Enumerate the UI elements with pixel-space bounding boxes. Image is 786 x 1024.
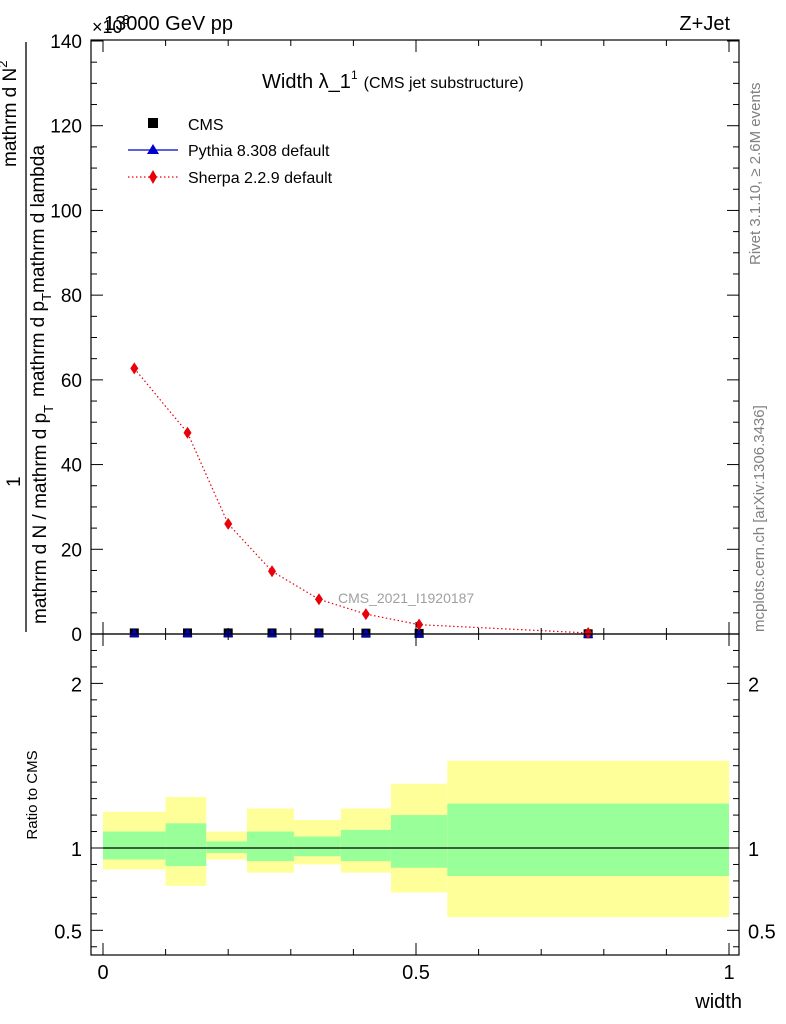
legend: CMS Pythia 8.308 default Sherpa 2.2.9 de… (128, 117, 333, 187)
rivet-label: Rivet 3.1.10, ≥ 2.6M events (747, 83, 764, 266)
main-y-tick-label: 20 (61, 540, 82, 561)
ratio-inner-band (165, 823, 207, 867)
pythia-data-point (267, 627, 278, 637)
main-title-text: Width λ_1 (262, 71, 351, 93)
main-y-tick-label: 140 (50, 32, 82, 53)
main-y-tick-label: 100 (50, 201, 82, 222)
ratio-y-ticks: 0.5 0.5 1 1 2 2 (54, 649, 776, 948)
y-exponent: ×103 (92, 12, 130, 37)
x-tick-label: 1 (723, 962, 734, 984)
pythia-data-point (360, 628, 371, 638)
ratio-y-tick-label: 0.5 (54, 921, 82, 943)
sherpa-data-point (361, 608, 370, 621)
watermark: CMS_2021_I1920187 (338, 590, 474, 606)
sherpa-data-point (415, 618, 424, 631)
sherpa-data-point (584, 626, 593, 639)
ratio-y-tick-label-right: 0.5 (748, 921, 776, 943)
main-y-ticks: 0 20 40 60 80 100 120 140 (50, 32, 739, 646)
pythia-data-point (182, 627, 193, 637)
legend-label-sherpa: Sherpa 2.2.9 default (188, 170, 333, 187)
main-y-tick-label: 0 (71, 625, 82, 646)
x-tick-label: 0.5 (402, 962, 430, 984)
main-y-tick-label: 60 (61, 371, 82, 392)
ratio-inner-band (390, 815, 448, 868)
header-left: 13000 GeV pp (104, 13, 233, 35)
y-label-inner-denominator-text: mathrm d p (28, 301, 49, 397)
y-label-inner-denominator: mathrm d pTmathrm d lambda (28, 145, 54, 397)
y-label-inner-denominator-tail: mathrm d lambda (28, 145, 49, 293)
ratio-y-tick-label: 1 (71, 839, 82, 861)
ratio-panel: 0.5 0.51 12 2 0 0.5 1 Ratio to CMS width (24, 633, 776, 1013)
y-label-inner-numerator-text: mathrm d N (0, 68, 21, 167)
pythia-data-point (129, 627, 140, 637)
y-label-inner-numerator: mathrm d N2 (0, 61, 21, 167)
main-title-sub: (CMS jet substructure) (364, 75, 524, 92)
y-label-inner-numerator-sup: 2 (0, 61, 10, 68)
legend-label-pythia: Pythia 8.308 default (188, 143, 330, 160)
legend-square-marker (148, 118, 158, 128)
ratio-inner-band (246, 831, 294, 862)
ratio-y-label: Ratio to CMS (24, 750, 41, 839)
ratio-plot-area (103, 760, 729, 918)
header-right: Z+Jet (679, 13, 730, 35)
main-x-ticks (102, 40, 730, 634)
ratio-x-ticks: 0 0.5 1 (97, 634, 735, 984)
mcplots-label: mcplots.cern.ch [arXiv:1306.3436] (751, 405, 768, 632)
main-y-tick-label: 80 (61, 286, 82, 307)
pythia-data-point (313, 627, 324, 637)
main-panel: 0 20 40 60 80 100 120 140 CMS_2021_I1920187 Wid… (0, 32, 740, 646)
main-title-sup: 1 (351, 68, 358, 82)
y-label-inner-denominator-sub: T (39, 293, 54, 301)
main-y-label: 1 mathrm d N / mathrm d pT mathrm d N2 m… (0, 42, 56, 632)
y-label-denominator: mathrm d N / mathrm d pT (30, 405, 56, 624)
y-label-numerator: 1 (4, 476, 25, 487)
pythia-data-point (414, 628, 425, 638)
y-label-denominator-sub: T (41, 405, 56, 413)
main-y-tick-label: 120 (50, 117, 82, 138)
legend-triangle-marker (147, 144, 159, 154)
ratio-frame (90, 633, 740, 956)
ratio-y-tick-label-right: 1 (748, 839, 759, 861)
main-title: Width λ_11 (CMS jet substructure) (262, 68, 524, 93)
sherpa-data-point (224, 517, 233, 530)
ratio-y-tick-label: 2 (71, 674, 82, 696)
x-axis-label: width (694, 991, 742, 1013)
legend-item-sherpa: Sherpa 2.2.9 default (128, 170, 333, 187)
y-exponent-base: ×10 (92, 17, 123, 37)
y-label-denominator-text: mathrm d N / mathrm d p (30, 413, 51, 624)
legend-item-pythia: Pythia 8.308 default (128, 143, 330, 160)
legend-label-cms: CMS (188, 117, 224, 134)
x-tick-label: 0 (97, 962, 108, 984)
y-exponent-power: 3 (123, 12, 130, 27)
main-y-tick-label: 40 (61, 456, 82, 477)
sherpa-line (133, 368, 589, 634)
legend-item-cms: CMS (148, 117, 224, 134)
sherpa-data-point (314, 593, 323, 606)
ratio-inner-band (340, 829, 391, 862)
ratio-y-tick-label-right: 2 (748, 674, 759, 696)
ratio-inner-band (103, 831, 166, 860)
ratio-inner-band (206, 841, 247, 853)
ratio-inner-band (293, 836, 341, 857)
legend-diamond-marker (149, 170, 157, 184)
sherpa-data-point (183, 426, 192, 439)
sherpa-data-point (130, 362, 139, 375)
sherpa-data-point (268, 565, 277, 578)
ratio-inner-band (447, 803, 729, 876)
